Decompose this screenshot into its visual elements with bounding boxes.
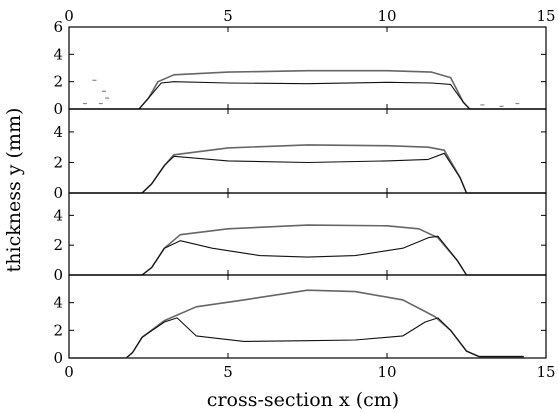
x-tick-label: 10 [377, 363, 396, 381]
series-line-upper [69, 69, 546, 110]
series-line-lower [69, 235, 546, 276]
x-tick-label: 15 [536, 363, 555, 381]
scatter-point [515, 102, 520, 105]
series-line-lower [69, 317, 524, 359]
panel-3: 0 2 4 [53, 192, 547, 284]
panel-frame [68, 26, 547, 110]
y-axis-title: thickness y (mm) [3, 108, 25, 273]
top-x-ticks: 0 5 10 15 [64, 7, 555, 25]
y-tick-label: 2 [53, 73, 63, 91]
scatter-point [92, 79, 97, 81]
y-tick-label: 2 [53, 321, 63, 339]
y-tick-label: 2 [53, 153, 63, 171]
series-line-lower [69, 81, 546, 110]
y-tick-label: 4 [53, 123, 63, 141]
y-tick-label: 4 [53, 45, 63, 63]
panel-1: 0 2 4 6 [53, 18, 547, 118]
panel-2: 0 2 4 [53, 108, 547, 202]
top-x-tick-label: 5 [223, 7, 233, 25]
top-x-tick-label: 0 [64, 7, 74, 25]
top-x-tick-label: 10 [377, 7, 396, 25]
panel-frame [68, 274, 547, 359]
y-tick-label: 0 [53, 184, 63, 202]
panel-4: 0 2 4 [53, 274, 547, 367]
y-tick-label: 6 [53, 18, 63, 36]
scatter-point [499, 105, 504, 107]
series-line-lower [69, 152, 546, 194]
x-tick-label: 0 [64, 363, 74, 381]
y-tick-label: 2 [53, 236, 63, 254]
y-tick-label: 4 [53, 206, 63, 224]
scatter-point [105, 97, 110, 99]
bottom-x-ticks: 0 5 10 15 [64, 363, 555, 381]
y-tick-label: 0 [53, 100, 63, 118]
series-line-upper [69, 289, 524, 359]
scatter-point [101, 90, 106, 92]
y-tick-label: 4 [53, 294, 63, 312]
top-x-tick-label: 15 [536, 7, 555, 25]
panels-group: 0 2 4 6 0 2 4 0 2 4 0 2 4 [53, 18, 547, 367]
x-axis-title: cross-section x (cm) [207, 389, 399, 411]
y-tick-label: 0 [53, 266, 63, 284]
scatter-point [480, 104, 485, 106]
x-tick-label: 5 [223, 363, 233, 381]
scatter-point [82, 102, 87, 105]
panel-frame [68, 192, 547, 276]
y-tick-label: 0 [53, 349, 63, 367]
scatter-point [98, 102, 103, 105]
panel-frame [68, 108, 547, 194]
series-line-upper [69, 224, 546, 276]
series-line-upper [69, 144, 546, 194]
